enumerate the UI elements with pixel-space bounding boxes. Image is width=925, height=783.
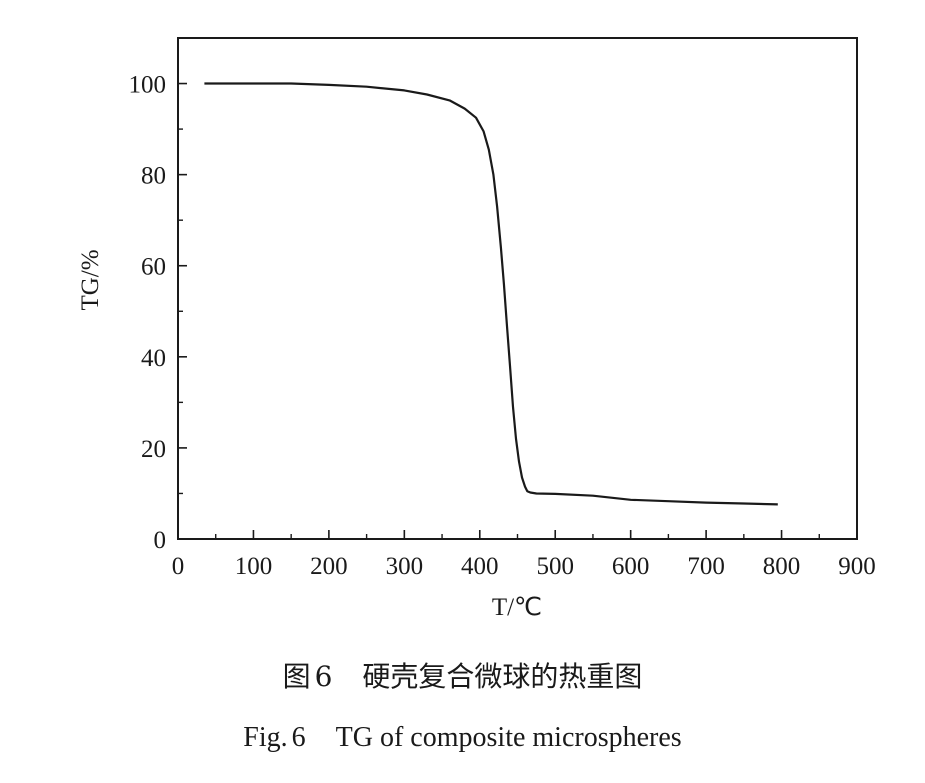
x-axis-ticks: 0 100 200 300 400 500 600 700 800 900	[172, 530, 876, 580]
x-tick-label: 700	[687, 553, 725, 580]
y-axis-title: TG/%	[77, 249, 104, 310]
plot-frame	[177, 37, 858, 540]
figure-caption-cn: 图 6 硬壳复合微球的热重图	[0, 655, 925, 695]
y-tick-label: 100	[129, 72, 167, 99]
x-tick-label: 300	[386, 553, 424, 580]
figure-caption-en: Fig. 6 TG of composite microspheres	[0, 722, 925, 754]
y-tick-label: 60	[141, 254, 166, 281]
x-tick-label: 200	[310, 553, 348, 580]
x-tick-label: 0	[172, 553, 185, 580]
x-tick-label: 100	[235, 553, 273, 580]
caption-cn-text: 硬壳复合微球的热重图	[362, 660, 643, 693]
x-tick-label: 600	[612, 553, 650, 580]
caption-en-number: 6	[291, 722, 306, 753]
y-axis-ticks: 0 20 40 60 80 100	[129, 72, 187, 554]
x-tick-label: 500	[536, 553, 574, 580]
tg-chart: 0 100 200 300 400 500 600 700 800 900 0 20 40 60 80 10…	[77, 37, 876, 621]
tg-curve-line	[204, 82, 778, 506]
series-layer	[204, 82, 778, 506]
caption-cn-prefix: 图	[282, 660, 311, 693]
caption-en-prefix: Fig.	[243, 722, 288, 753]
x-tick-label: 400	[461, 553, 499, 580]
x-tick-label: 800	[763, 553, 801, 580]
y-tick-label: 40	[141, 345, 166, 372]
x-tick-label: 900	[838, 553, 876, 580]
y-tick-label: 20	[141, 436, 166, 463]
x-axis-title: T/℃	[492, 594, 542, 621]
y-tick-label: 0	[154, 527, 167, 554]
caption-cn-number: 6	[314, 660, 333, 693]
caption-en-text: TG of composite microspheres	[335, 722, 682, 753]
y-tick-label: 80	[141, 163, 166, 190]
